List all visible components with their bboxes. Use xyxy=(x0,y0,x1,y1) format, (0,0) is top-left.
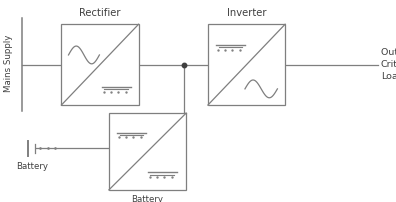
Text: Output to
Critical
Load: Output to Critical Load xyxy=(381,48,396,81)
Text: Battery: Battery xyxy=(16,162,48,171)
Bar xyxy=(61,24,139,105)
Bar xyxy=(109,113,186,190)
Text: Inverter: Inverter xyxy=(227,8,266,18)
Text: Mains Supply: Mains Supply xyxy=(4,35,13,92)
Bar xyxy=(208,24,285,105)
Text: Rectifier: Rectifier xyxy=(79,8,121,18)
Text: Battery
Charger: Battery Charger xyxy=(130,195,165,202)
